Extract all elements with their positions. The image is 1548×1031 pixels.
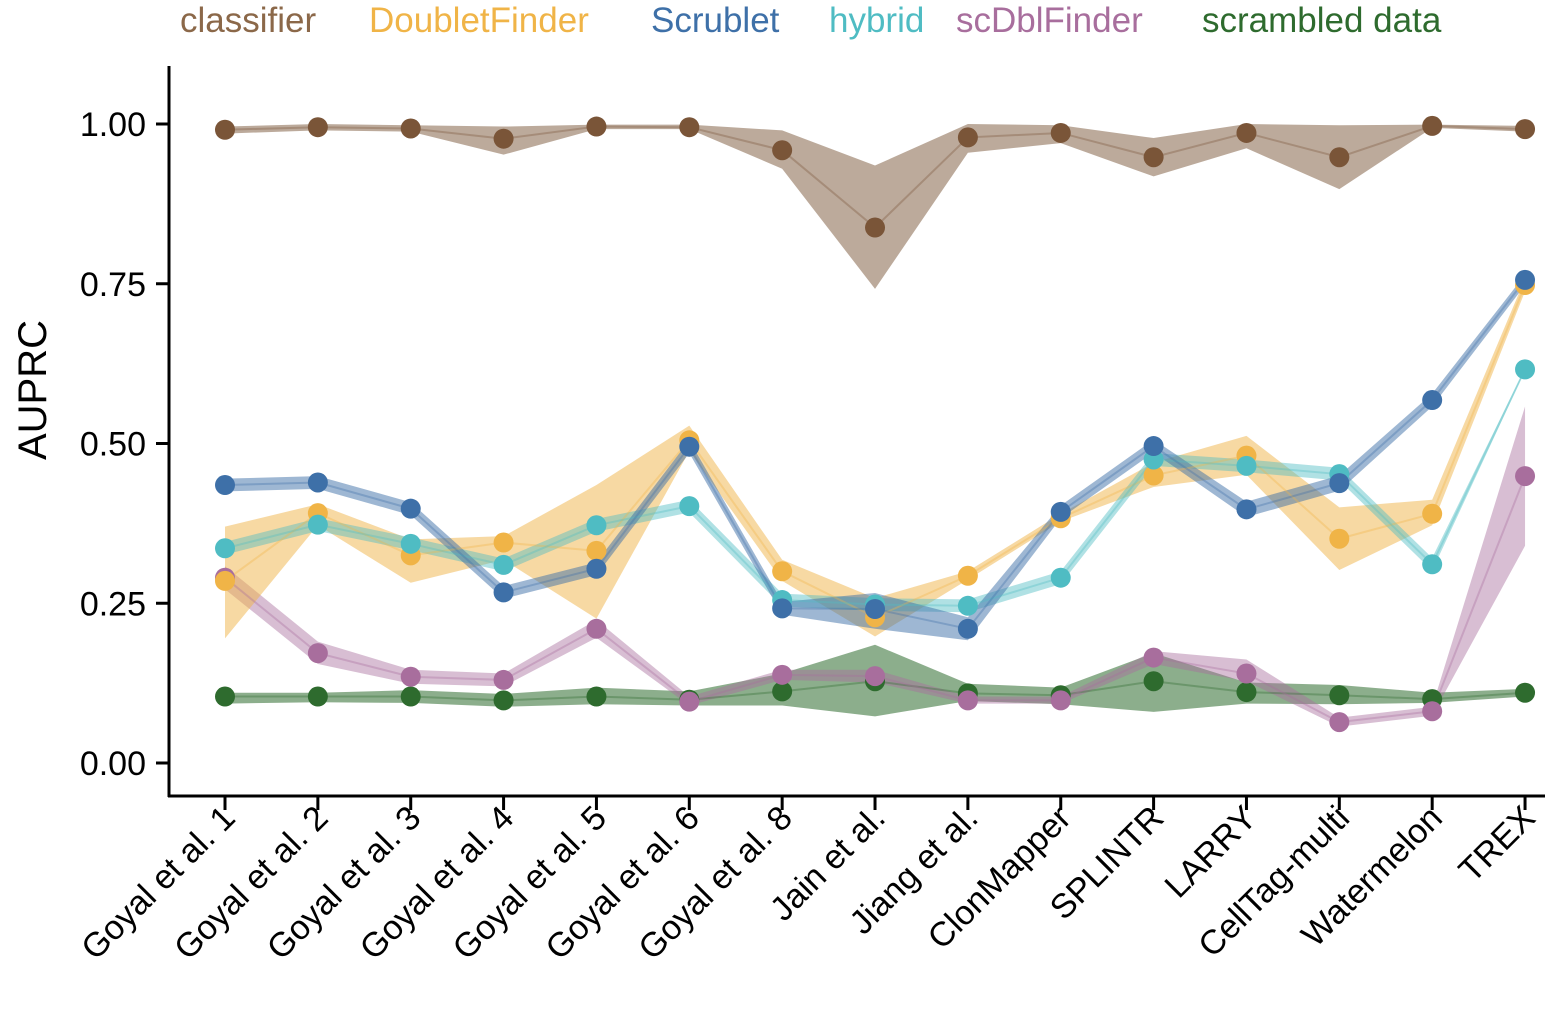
- point-hybrid-14: [1515, 359, 1536, 380]
- point-scrambled-data-1: [307, 686, 328, 707]
- point-scrublet-9: [1050, 501, 1071, 522]
- y-tick-label-2: 0.50: [80, 426, 146, 464]
- point-scrambled-data-10: [1143, 671, 1164, 692]
- series-lines: [224, 124, 1526, 724]
- point-scdblfinder-7: [865, 666, 886, 687]
- point-scdblfinder-10: [1143, 647, 1164, 668]
- point-scrublet-8: [957, 618, 978, 639]
- point-doubletfinder-0: [215, 570, 235, 591]
- point-hybrid-9: [1050, 567, 1071, 588]
- point-classifier-2: [400, 118, 421, 139]
- point-scdblfinder-8: [957, 690, 978, 711]
- point-scrambled-data-2: [400, 686, 421, 707]
- point-scrublet-6: [772, 598, 793, 619]
- y-tick-label-1: 0.25: [80, 585, 146, 623]
- point-hybrid-13: [1422, 554, 1443, 575]
- point-classifier-11: [1236, 122, 1257, 143]
- legend-item-1: DoubletFinder: [369, 1, 589, 40]
- y-axis-title: AUPRC: [11, 320, 55, 460]
- legend-item-5: scrambled data: [1202, 1, 1442, 40]
- data-points: [215, 115, 1536, 733]
- y-tick-label-3: 0.75: [80, 266, 146, 304]
- point-scdblfinder-12: [1329, 712, 1350, 733]
- point-scrublet-0: [215, 475, 235, 496]
- point-hybrid-1: [307, 514, 328, 535]
- point-classifier-12: [1329, 147, 1350, 168]
- legend-item-4: scDblFinder: [956, 1, 1143, 40]
- point-scrambled-data-0: [215, 686, 235, 707]
- point-scrublet-3: [493, 582, 514, 603]
- y-tick-label-0: 0.00: [80, 745, 146, 783]
- point-scdblfinder-3: [493, 669, 514, 690]
- point-scrublet-2: [400, 498, 421, 519]
- point-classifier-14: [1515, 119, 1536, 140]
- point-hybrid-3: [493, 554, 514, 575]
- legend-item-3: hybrid: [829, 1, 924, 40]
- point-doubletfinder-3: [493, 532, 514, 553]
- point-scdblfinder-14: [1515, 466, 1536, 487]
- point-scdblfinder-1: [307, 643, 328, 664]
- point-doubletfinder-4: [586, 540, 607, 561]
- point-hybrid-8: [957, 595, 978, 616]
- point-doubletfinder-8: [957, 565, 978, 586]
- point-scdblfinder-11: [1236, 663, 1257, 684]
- point-classifier-5: [679, 117, 700, 138]
- point-hybrid-5: [679, 496, 700, 517]
- band-doubletfinder: [225, 278, 1526, 639]
- point-scrambled-data-6: [772, 681, 793, 702]
- point-scdblfinder-9: [1050, 690, 1071, 711]
- x-tick-label-14: TREX: [1452, 799, 1543, 890]
- point-classifier-6: [772, 140, 793, 161]
- point-scrambled-data-12: [1329, 685, 1350, 706]
- point-doubletfinder-10: [1143, 465, 1164, 486]
- point-scrublet-11: [1236, 499, 1257, 520]
- y-ticks: 0.00 0.25 0.50 0.75 1.00: [80, 106, 169, 783]
- point-classifier-10: [1143, 147, 1164, 168]
- point-scdblfinder-6: [772, 664, 793, 685]
- point-doubletfinder-6: [772, 561, 793, 582]
- point-classifier-4: [586, 116, 607, 137]
- point-classifier-13: [1422, 115, 1443, 136]
- point-classifier-1: [307, 117, 328, 138]
- point-classifier-3: [493, 128, 514, 149]
- point-hybrid-11: [1236, 455, 1257, 476]
- point-scrublet-5: [679, 436, 700, 457]
- point-scrublet-10: [1143, 436, 1164, 457]
- point-classifier-8: [957, 127, 978, 148]
- point-scrublet-4: [586, 558, 607, 579]
- point-doubletfinder-12: [1329, 528, 1350, 549]
- y-tick-label-4: 1.00: [80, 106, 146, 144]
- point-scdblfinder-2: [400, 666, 421, 687]
- axes: [167, 66, 1545, 798]
- point-scrambled-data-3: [493, 690, 514, 711]
- band-classifier: [225, 124, 1526, 289]
- legend-item-0: classifier: [180, 1, 316, 40]
- point-doubletfinder-13: [1422, 503, 1443, 524]
- band-hybrid: [225, 368, 1526, 613]
- point-scrublet-14: [1515, 269, 1536, 290]
- point-scrublet-13: [1422, 390, 1443, 411]
- point-classifier-7: [865, 217, 886, 238]
- legend: classifier DoubletFinder Scrublet hybrid…: [180, 1, 1442, 40]
- point-scrambled-data-11: [1236, 682, 1257, 703]
- point-scrambled-data-14: [1515, 682, 1536, 703]
- point-scrambled-data-4: [586, 686, 607, 707]
- point-hybrid-2: [400, 533, 421, 554]
- point-scrublet-7: [865, 599, 886, 620]
- point-scdblfinder-13: [1422, 701, 1443, 722]
- point-hybrid-0: [215, 538, 235, 559]
- point-classifier-0: [215, 119, 235, 140]
- confidence-bands: [225, 124, 1526, 727]
- point-classifier-9: [1050, 122, 1071, 143]
- point-hybrid-4: [586, 515, 607, 536]
- point-scrublet-12: [1329, 473, 1350, 494]
- point-scdblfinder-5: [679, 691, 700, 712]
- point-scdblfinder-4: [586, 618, 607, 639]
- band-scrublet: [225, 274, 1526, 641]
- legend-item-2: Scrublet: [651, 1, 780, 40]
- point-scrublet-1: [307, 472, 328, 493]
